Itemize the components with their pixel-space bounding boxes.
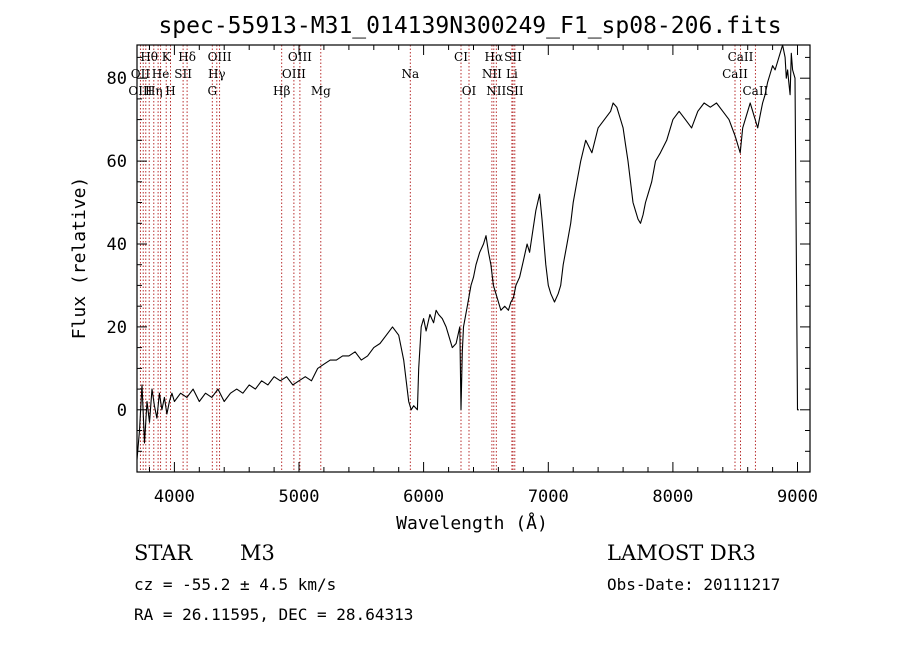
line-label: OIII [208,50,232,64]
line-label: SII [506,84,524,98]
line-label: NII [486,84,506,98]
survey-name: LAMOST DR3 [607,541,756,565]
line-label: SII [504,50,522,64]
line-label: Hδ [178,50,196,64]
y-axis-ticks: 0 20 40 60 80 [107,56,810,452]
object-class: STAR [134,541,193,565]
spectrum-line [136,44,799,460]
observation-date: Obs-Date: 20111217 [607,575,780,594]
x-tick-label: 4000 [154,487,195,507]
y-axis-label: Flux (relative) [69,177,90,340]
y-tick-label: 20 [107,318,127,338]
redshift-velocity: cz = -55.2 ± 4.5 km/s [134,575,336,594]
line-label: Hα [485,50,504,64]
y-tick-label: 40 [107,235,127,255]
line-label: CaII [722,67,748,81]
plot-frame [136,44,811,473]
y-tick-label: 0 [117,401,127,421]
line-label: OIII [288,50,312,64]
x-tick-label: 8000 [652,487,693,507]
line-label: Hγ [208,67,226,81]
line-label: Mg [311,84,331,98]
line-label: NII [482,67,502,81]
line-label: OIII [282,67,306,81]
line-label: Li [506,67,518,81]
line-label: OII [131,67,151,81]
line-label: Hθ [140,50,158,64]
line-label: CaII [742,84,768,98]
y-tick-label: 60 [107,152,127,172]
line-label: CaII [728,50,754,64]
y-tick-label: 80 [107,69,127,89]
line-label: OI [462,84,477,98]
line-label: He [152,67,170,81]
line-label: Hβ [273,84,290,98]
chart-title: spec-55913-M31_014139N300249_F1_sp08-206… [158,13,781,39]
spectral-line-markers [139,45,756,472]
x-tick-label: 6000 [403,487,444,507]
x-tick-label: 5000 [279,487,320,507]
line-label: G [208,84,218,98]
line-label: Na [401,67,419,81]
line-label: SII [174,67,192,81]
x-axis-label: Wavelength (Å) [396,512,548,534]
line-label: H [165,84,175,98]
x-tick-label: 7000 [528,487,569,507]
x-axis-ticks: 4000 5000 6000 7000 8000 9000 [149,45,818,507]
x-tick-label: 9000 [777,487,818,507]
object-subclass: M3 [240,541,275,565]
line-label: K [162,50,172,64]
line-label: Hη [145,84,163,98]
line-label: CI [454,50,468,64]
sky-coordinates: RA = 26.11595, DEC = 28.64313 [134,605,413,624]
line-label: OIII [128,84,152,98]
